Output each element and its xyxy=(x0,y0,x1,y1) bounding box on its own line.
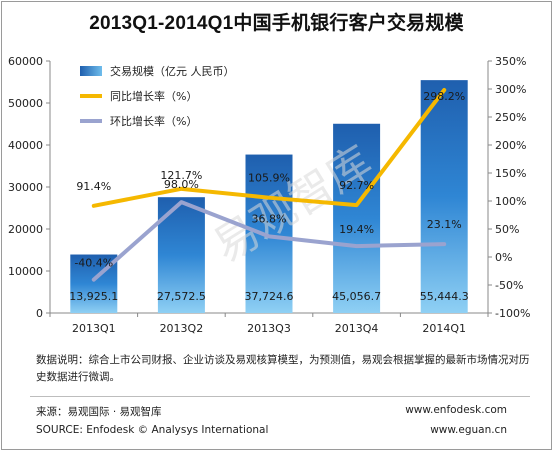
left-tick-label: 20000 xyxy=(8,223,43,236)
yoy-value-label: 105.9% xyxy=(248,172,290,185)
left-tick-label: 60000 xyxy=(8,55,43,68)
data-note: 数据说明：综合上市公司财报、企业访谈及易观核算模型，为预测值，易观会根据掌握的最… xyxy=(36,354,530,383)
bar-value-label: 37,724.6 xyxy=(245,290,294,303)
chart-title: 2013Q1-2014Q1中国手机银行客户交易规模 xyxy=(89,13,464,34)
right-tick-label: 50% xyxy=(495,223,519,236)
left-tick-label: 0 xyxy=(36,307,43,320)
bar-value-label: 45,056.7 xyxy=(332,290,381,303)
right-tick-label: 250% xyxy=(495,111,526,124)
bar-value-label: 13,925.1 xyxy=(69,290,118,303)
x-tick-label: 2013Q2 xyxy=(160,322,204,335)
qoq-value-label: -40.4% xyxy=(74,257,113,270)
qoq-value-label: 19.4% xyxy=(339,223,374,236)
bar-value-label: 55,444.3 xyxy=(420,290,469,303)
yoy-value-label: 92.7% xyxy=(339,179,374,192)
qoq-value-label: 23.1% xyxy=(427,218,462,231)
x-tick-label: 2013Q3 xyxy=(247,322,291,335)
x-tick-label: 2014Q1 xyxy=(422,322,466,335)
qoq-growth-line xyxy=(91,200,447,282)
qoq-value-label: 98.0% xyxy=(164,178,199,191)
bar xyxy=(245,154,293,313)
right-tick-label: -50% xyxy=(495,279,523,292)
right-tick-label: 100% xyxy=(495,195,526,208)
right-tick-label: 350% xyxy=(495,55,526,68)
right-tick-label: 150% xyxy=(495,167,526,180)
left-tick-label: 30000 xyxy=(8,181,43,194)
right-tick-label: 0% xyxy=(495,251,512,264)
legend-label-bar: 交易规模（亿元 人民币） xyxy=(110,64,235,78)
chart-canvas: 0 10000 20000 30000 40000 50000 60000 -100% -50%… xyxy=(8,55,530,335)
yoy-value-label: 91.4% xyxy=(76,180,111,193)
left-tick-label: 50000 xyxy=(8,97,43,110)
bar-value-label: 27,572.5 xyxy=(157,290,206,303)
yoy-growth-line xyxy=(91,88,447,208)
yoy-value-label: 121.7% xyxy=(160,169,202,182)
left-tick-label: 40000 xyxy=(8,139,43,152)
source-cn: 来源：易观国际 · 易观智库 xyxy=(36,406,162,418)
legend-swatch-bar xyxy=(80,66,102,76)
right-tick-label: 300% xyxy=(495,83,526,96)
left-tick-label: 10000 xyxy=(8,265,43,278)
x-tick-label: 2013Q1 xyxy=(72,322,116,335)
bar xyxy=(333,123,381,313)
source-en-url[interactable]: www.eguan.cn xyxy=(430,424,507,436)
legend-label-yoy: 同比增长率（%） xyxy=(110,89,197,103)
yoy-value-label: 298.2% xyxy=(423,90,465,103)
source-en: SOURCE: Enfodesk © Analysys Internationa… xyxy=(36,424,269,436)
qoq-value-label: 36.8% xyxy=(252,212,287,225)
bar xyxy=(420,80,468,313)
legend-label-qoq: 环比增长率（%） xyxy=(110,114,197,128)
right-tick-label: 200% xyxy=(495,139,526,152)
x-tick-label: 2013Q4 xyxy=(335,322,379,335)
right-tick-label: -100% xyxy=(495,307,530,320)
divider xyxy=(30,396,530,397)
source-cn-url[interactable]: www.enfodesk.com xyxy=(405,404,507,416)
